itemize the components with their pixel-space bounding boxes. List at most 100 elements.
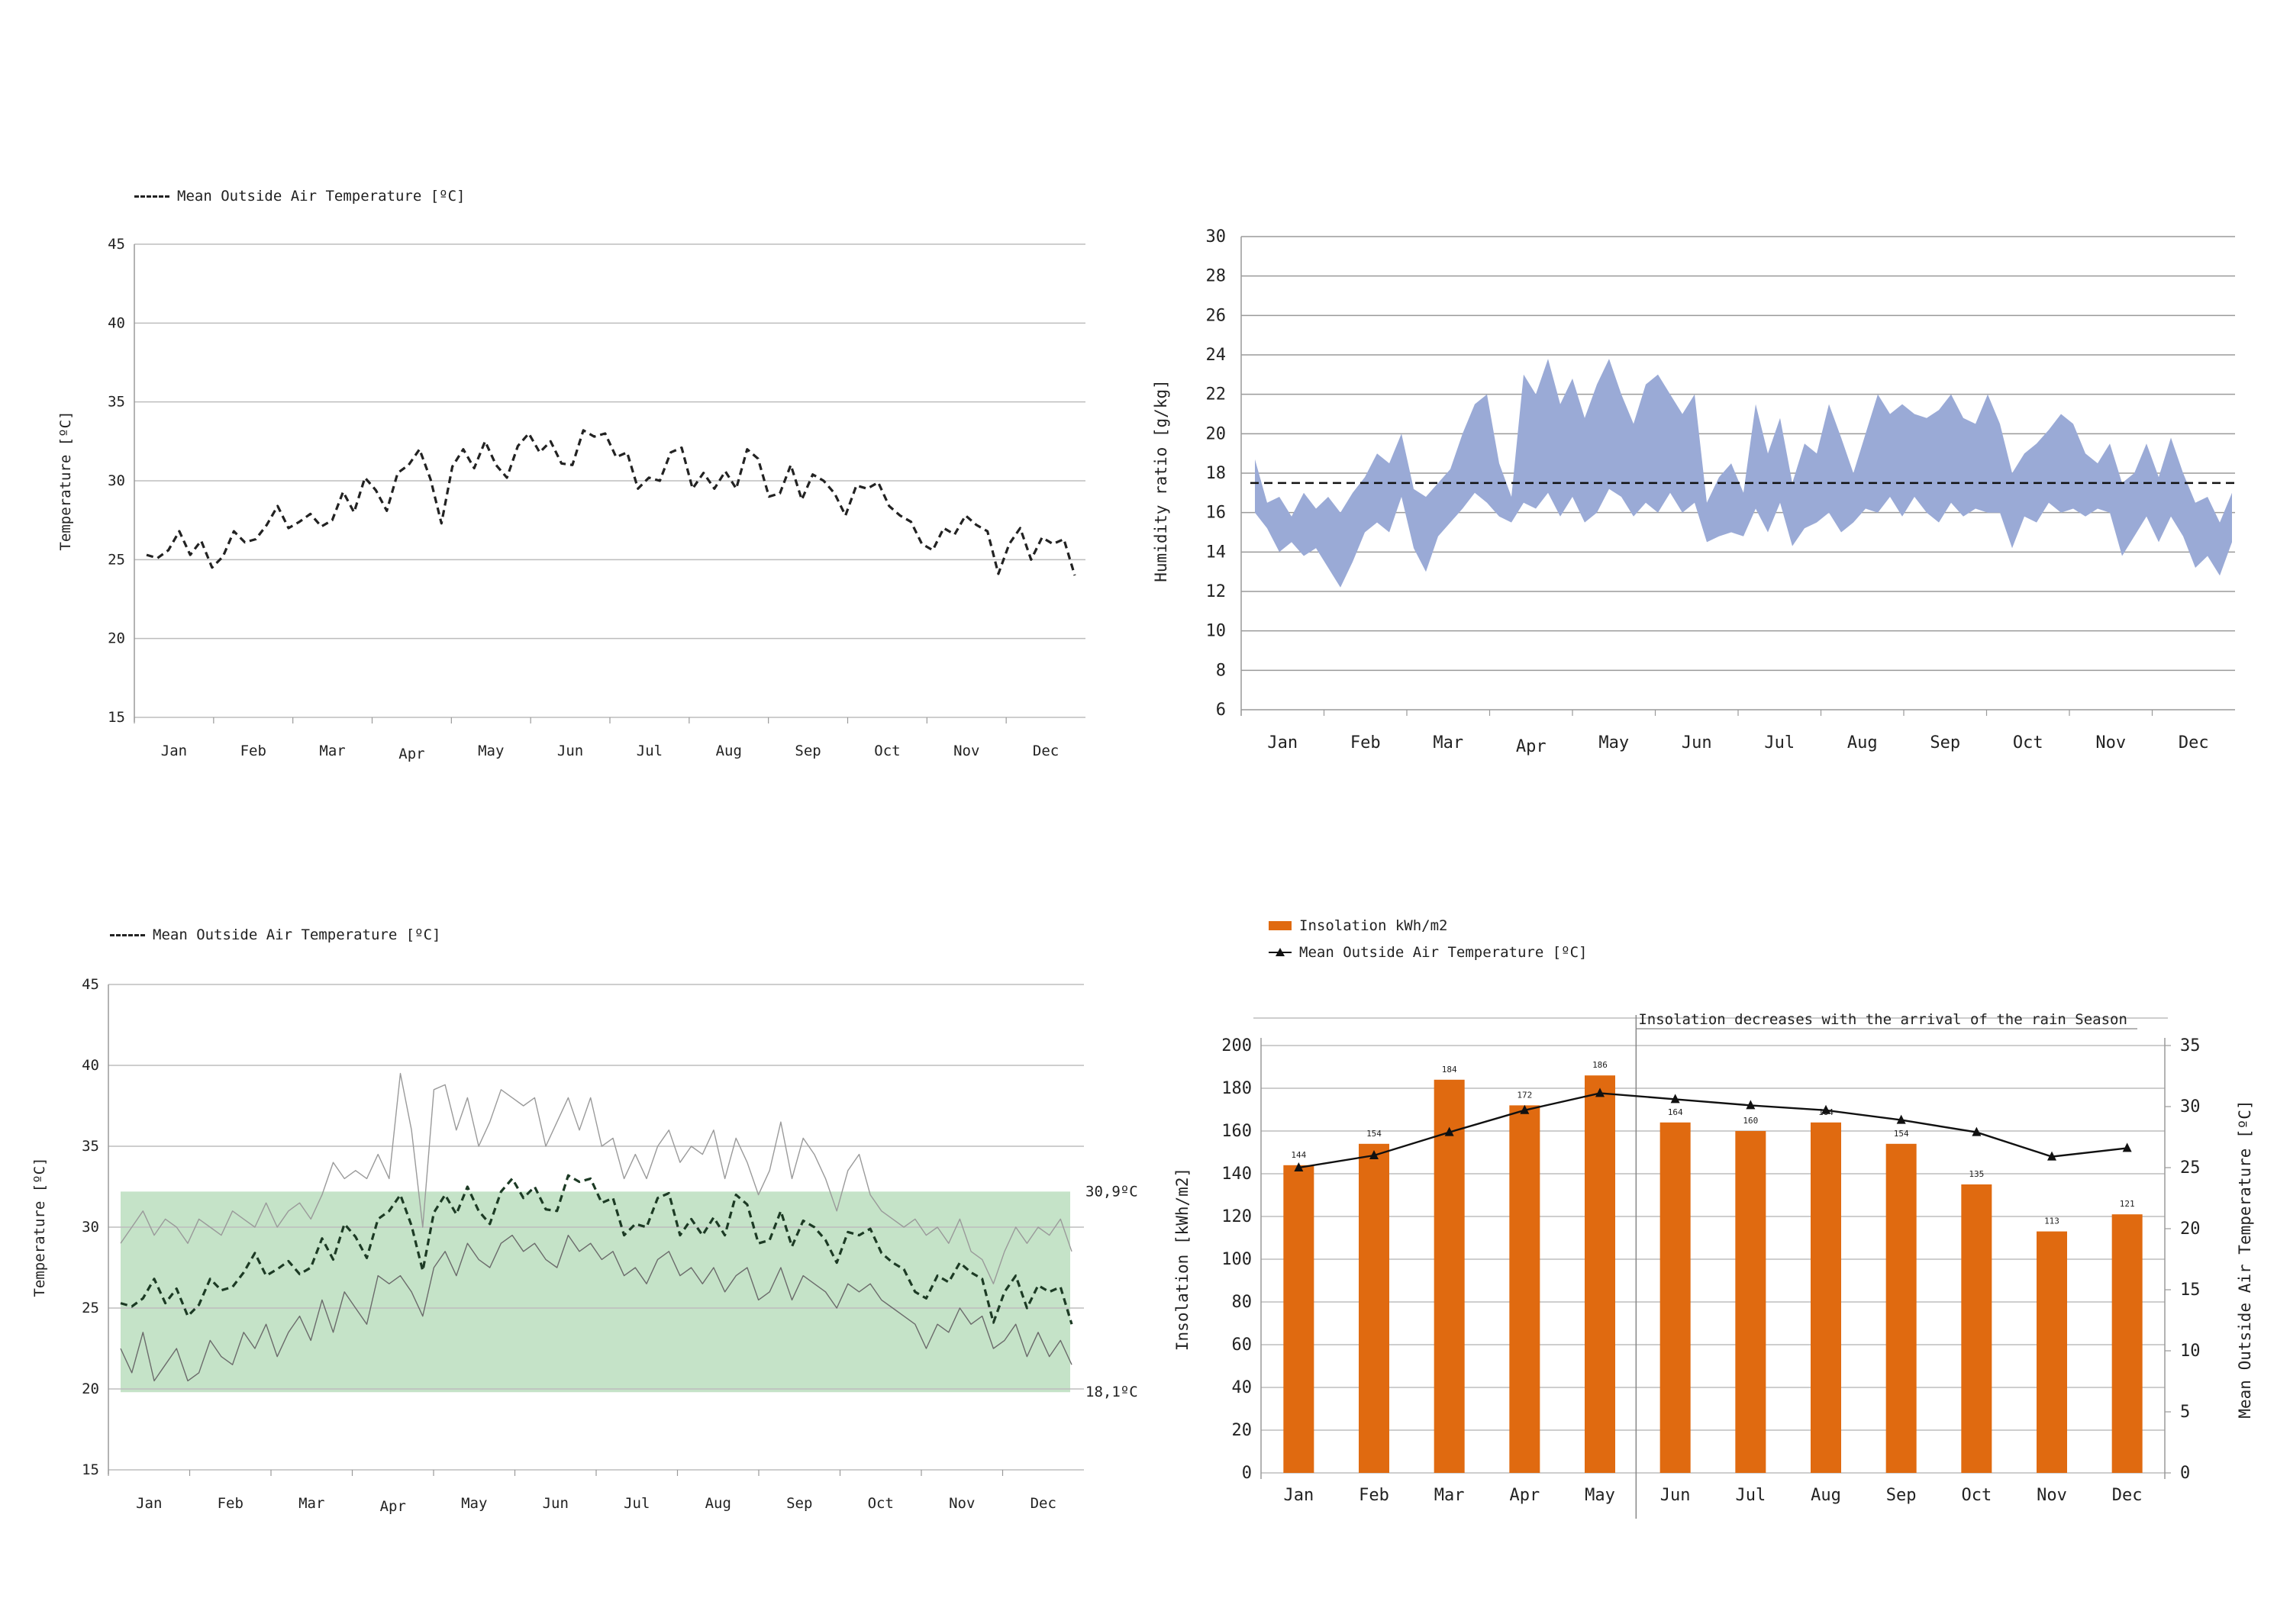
mean-temp-line xyxy=(146,429,1076,576)
bar-value-label: 113 xyxy=(2044,1216,2059,1226)
legend-mean-temp-top: Mean Outside Air Temperature [ºC] xyxy=(134,188,466,205)
y-axis-label: Humidity ratio [g/kg] xyxy=(1152,379,1170,582)
y-tick-label: 0 xyxy=(1242,1464,1252,1483)
x-tick-label: Oct xyxy=(868,1495,894,1512)
min-temp-line xyxy=(120,1234,1072,1382)
y-tick-label: 8 xyxy=(1216,661,1226,680)
y-tick-label: 15 xyxy=(108,709,125,726)
bar-jun xyxy=(1659,1122,1691,1473)
y-tick-label: 35 xyxy=(82,1138,99,1155)
orange-swatch xyxy=(1269,921,1292,930)
x-tick-label: Jun xyxy=(543,1495,569,1512)
bar-value-label: 135 xyxy=(1969,1169,1984,1179)
dashed-line-key xyxy=(110,933,145,936)
temperature-top-plot: 15 20 25 30 35 40 45 Jan Feb Mar Apr May Jun Jul Aug Se… xyxy=(57,236,1085,762)
x-tick-label: Dec xyxy=(1033,743,1059,759)
legend-mean-temp-bottom: Mean Outside Air Temperature [ºC] xyxy=(110,926,441,943)
y-tick-label: 20 xyxy=(108,630,125,647)
x-tick-label: Jul xyxy=(624,1495,650,1512)
x-tick-label: Dec xyxy=(2112,1486,2143,1505)
max-temp-line xyxy=(120,1072,1072,1284)
x-tick-label: Apr xyxy=(1516,737,1547,756)
x-tick-label: Jan xyxy=(1267,733,1298,752)
legend-temperature-line: Mean Outside Air Temperature [ºC] xyxy=(1269,944,1588,961)
y-tick-label: 200 xyxy=(1221,1036,1252,1055)
bar-dec xyxy=(2111,1214,2143,1473)
y-tick-label: 30 xyxy=(82,1219,99,1236)
temperature-chart-top: Mean Outside Air Temperature [ºC] 15 20 25… xyxy=(0,0,1145,812)
insolation-plot: 0 20 40 60 80 100 120 140 160 180 200 0 5 10 15 20 25 30 3… xyxy=(1173,1011,2254,1519)
x-tick-label: Nov xyxy=(2037,1486,2067,1505)
x-tick-label: Sep xyxy=(795,743,821,759)
y-tick-label: 30 xyxy=(1206,227,1227,246)
y-tick-label: 45 xyxy=(82,976,99,993)
y2-axis-label: Mean Outside Air Temperature [ºC] xyxy=(2236,1100,2254,1418)
y-tick-label: 180 xyxy=(1221,1079,1252,1098)
x-tick-label: Aug xyxy=(1847,733,1878,752)
x-tick-label: Dec xyxy=(1030,1495,1056,1512)
temperature-point xyxy=(1746,1100,1756,1110)
temperature-point xyxy=(1595,1088,1605,1097)
y-tick-label: 16 xyxy=(1206,504,1227,523)
x-tick-label: May xyxy=(1585,1486,1615,1505)
y-tick-label: 18 xyxy=(1206,464,1227,483)
y2-tick-label: 0 xyxy=(2180,1464,2190,1483)
temperature-point xyxy=(1444,1126,1454,1136)
y2-tick-label: 5 xyxy=(2180,1403,2190,1422)
x-tick-label: Sep xyxy=(1930,733,1960,752)
bar-value-label: 164 xyxy=(1668,1107,1683,1117)
x-tick-label: Nov xyxy=(2095,733,2126,752)
humidity-chart: 6 8 10 12 14 16 18 20 22 24 26 28 30 Jan Feb Mar Apr May J… xyxy=(1145,0,2290,812)
bar-jan xyxy=(1283,1165,1314,1473)
x-tick-label: Feb xyxy=(1359,1486,1389,1505)
y-axis-label: Insolation [kWh/m2] xyxy=(1173,1168,1192,1351)
bar-value-label: 154 xyxy=(1366,1129,1382,1139)
temperature-point xyxy=(1972,1126,1982,1136)
y-tick-label: 28 xyxy=(1206,267,1227,286)
bar-value-label: 172 xyxy=(1517,1090,1532,1100)
y-tick-label: 10 xyxy=(1206,622,1227,641)
y-tick-label: 20 xyxy=(1206,424,1227,443)
x-tick-label: Jun xyxy=(557,743,583,759)
legend-label: Insolation kWh/m2 xyxy=(1299,917,1448,934)
x-tick-label: Feb xyxy=(240,743,266,759)
x-tick-label: Jul xyxy=(1764,733,1795,752)
bar-sep xyxy=(1885,1143,1917,1473)
y-tick-label: 26 xyxy=(1206,306,1227,325)
x-tick-label: Oct xyxy=(1961,1486,1992,1505)
x-tick-label: Sep xyxy=(786,1495,812,1512)
bar-value-label: 154 xyxy=(1894,1129,1909,1139)
x-tick-label: May xyxy=(1598,733,1629,752)
y-tick-label: 100 xyxy=(1221,1250,1252,1269)
bar-aug xyxy=(1811,1122,1841,1473)
y-tick-label: 15 xyxy=(82,1461,99,1478)
temperature-point xyxy=(2047,1151,2056,1161)
temperature-point xyxy=(1369,1150,1379,1159)
x-tick-label: Jul xyxy=(1735,1486,1766,1505)
x-tick-label: Mar xyxy=(1434,1486,1465,1505)
insolation-chart: Insolation kWh/m2 Mean Outside Air Tempe… xyxy=(1145,812,2290,1624)
y-tick-label: 24 xyxy=(1206,346,1227,365)
y-tick-label: 140 xyxy=(1221,1165,1252,1184)
x-tick-label: Oct xyxy=(874,743,900,759)
x-tick-label: Jan xyxy=(136,1495,162,1512)
comfort-high-label: 30,9ºC xyxy=(1085,1183,1138,1200)
x-tick-label: Jul xyxy=(637,743,663,759)
bar-value-label: 121 xyxy=(2120,1199,2135,1209)
x-tick-label: Nov xyxy=(953,743,979,759)
bar-value-label: 186 xyxy=(1592,1060,1608,1070)
dashed-line-key xyxy=(134,195,169,198)
bar-apr xyxy=(1509,1105,1540,1473)
comfort-band xyxy=(121,1191,1070,1393)
y2-tick-label: 25 xyxy=(2180,1158,2201,1178)
annotation-text: Insolation decreases with the arrival of… xyxy=(1638,1011,2127,1028)
mean-temp-line xyxy=(120,1174,1073,1325)
y-tick-label: 60 xyxy=(1232,1336,1253,1355)
temperature-point xyxy=(1520,1104,1530,1114)
x-tick-label: Sep xyxy=(1886,1486,1917,1505)
y-tick-label: 20 xyxy=(82,1381,99,1397)
x-tick-label: Jan xyxy=(161,743,187,759)
x-tick-label: Mar xyxy=(1433,733,1463,752)
bar-value-label: 184 xyxy=(1442,1065,1457,1075)
y2-tick-label: 20 xyxy=(2180,1220,2201,1239)
